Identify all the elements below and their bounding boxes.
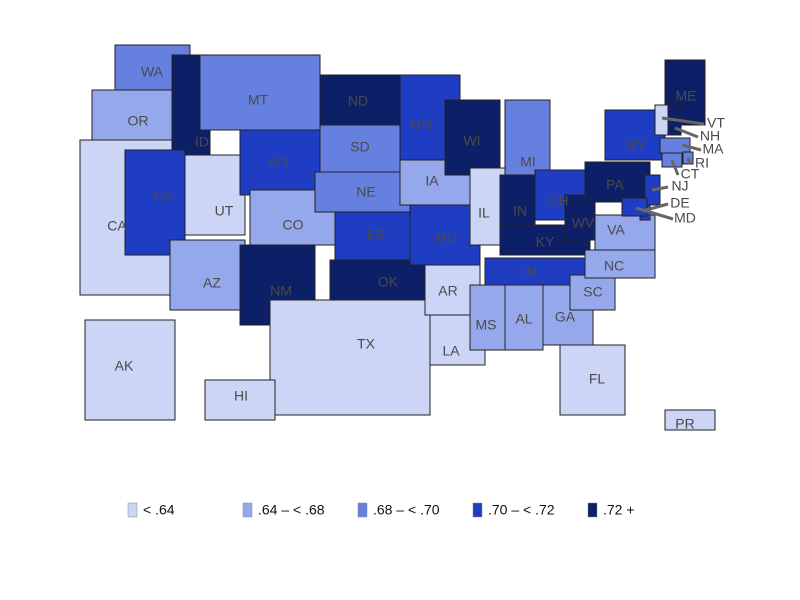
state-label: NJ	[671, 178, 688, 194]
leader-line	[670, 159, 680, 176]
state-label: TN	[518, 264, 537, 280]
state	[91, 89, 181, 146]
state-label: MN	[410, 117, 432, 133]
state-label: CO	[283, 217, 304, 233]
state-label: KY	[536, 234, 555, 250]
leader-line	[651, 185, 669, 192]
state	[469, 284, 506, 351]
legend-label: .72 +	[603, 502, 635, 518]
state-label: WA	[141, 64, 164, 80]
state	[484, 257, 586, 286]
state-label: OH	[548, 193, 569, 209]
leader-line	[681, 143, 702, 152]
state-label: NC	[604, 258, 624, 274]
state-label: CA	[107, 218, 127, 234]
state-label: SD	[350, 139, 369, 155]
state-label: NY	[626, 137, 646, 153]
state-label: AR	[438, 283, 457, 299]
state-label: DE	[670, 195, 689, 211]
state	[269, 299, 431, 416]
state-label: OK	[378, 274, 399, 290]
state	[584, 161, 651, 203]
state-label: WI	[463, 133, 480, 149]
state	[504, 99, 551, 176]
state-label: MA	[703, 141, 725, 157]
state-label: WY	[269, 154, 292, 170]
state-label: LA	[442, 343, 460, 359]
state-label: SC	[583, 284, 602, 300]
state	[204, 379, 276, 421]
state-label: NH	[700, 128, 720, 144]
state	[621, 197, 648, 217]
state	[569, 274, 616, 311]
state-label: ND	[348, 93, 368, 109]
state-label: HI	[234, 388, 248, 404]
state-label: AL	[515, 311, 532, 327]
state	[84, 319, 176, 421]
leader-line	[645, 202, 669, 212]
state	[124, 149, 186, 256]
state	[409, 204, 481, 266]
leader-line	[674, 126, 699, 139]
state	[319, 124, 406, 176]
legend-swatch	[472, 502, 483, 518]
state-label: VA	[607, 222, 625, 238]
state	[239, 129, 321, 196]
state	[469, 167, 506, 246]
legend-swatch	[242, 502, 253, 518]
state-label: MS	[476, 317, 497, 333]
state-label: ID	[195, 134, 209, 150]
state-label: MI	[520, 154, 536, 170]
state-label: NE	[356, 184, 375, 200]
legend-swatch	[127, 502, 138, 518]
state-label: UT	[215, 203, 234, 219]
state-label: WV	[572, 215, 595, 231]
leader-line	[686, 157, 692, 165]
state-label: ME	[676, 88, 697, 104]
legend-swatch	[587, 502, 598, 518]
state	[559, 344, 626, 416]
state-label: MT	[248, 92, 269, 108]
legend-label: < .64	[143, 502, 175, 518]
state-label: CT	[681, 166, 700, 182]
state-label: GA	[555, 309, 576, 325]
state-label: PR	[675, 416, 694, 432]
state	[184, 154, 246, 236]
state-label: MD	[674, 210, 696, 226]
state-label: RI	[695, 155, 709, 171]
state-label: TX	[357, 336, 376, 352]
legend-swatch	[357, 502, 368, 518]
state-label: NM	[270, 283, 292, 299]
legend-label: .68 – < .70	[373, 502, 440, 518]
state-label: VT	[707, 115, 725, 131]
state-label: OR	[128, 113, 149, 129]
legend-label: .70 – < .72	[488, 502, 555, 518]
state	[664, 59, 706, 126]
legend-label: .64 – < .68	[258, 502, 325, 518]
state-label: NV	[153, 189, 173, 205]
state-label: AZ	[203, 275, 221, 291]
state-label: PA	[606, 177, 624, 193]
state-label: IN	[513, 203, 527, 219]
state	[169, 239, 246, 311]
state	[664, 409, 716, 431]
state-label: FL	[589, 371, 606, 387]
leader-line	[635, 206, 674, 221]
state-label: KS	[367, 227, 386, 243]
state	[594, 214, 656, 251]
state-label: AK	[115, 358, 134, 374]
state-label: MO	[435, 230, 458, 246]
state	[504, 284, 544, 351]
state-label: IL	[478, 205, 490, 221]
state	[444, 99, 501, 176]
leader-line	[661, 116, 705, 126]
state-label: IA	[425, 173, 439, 189]
